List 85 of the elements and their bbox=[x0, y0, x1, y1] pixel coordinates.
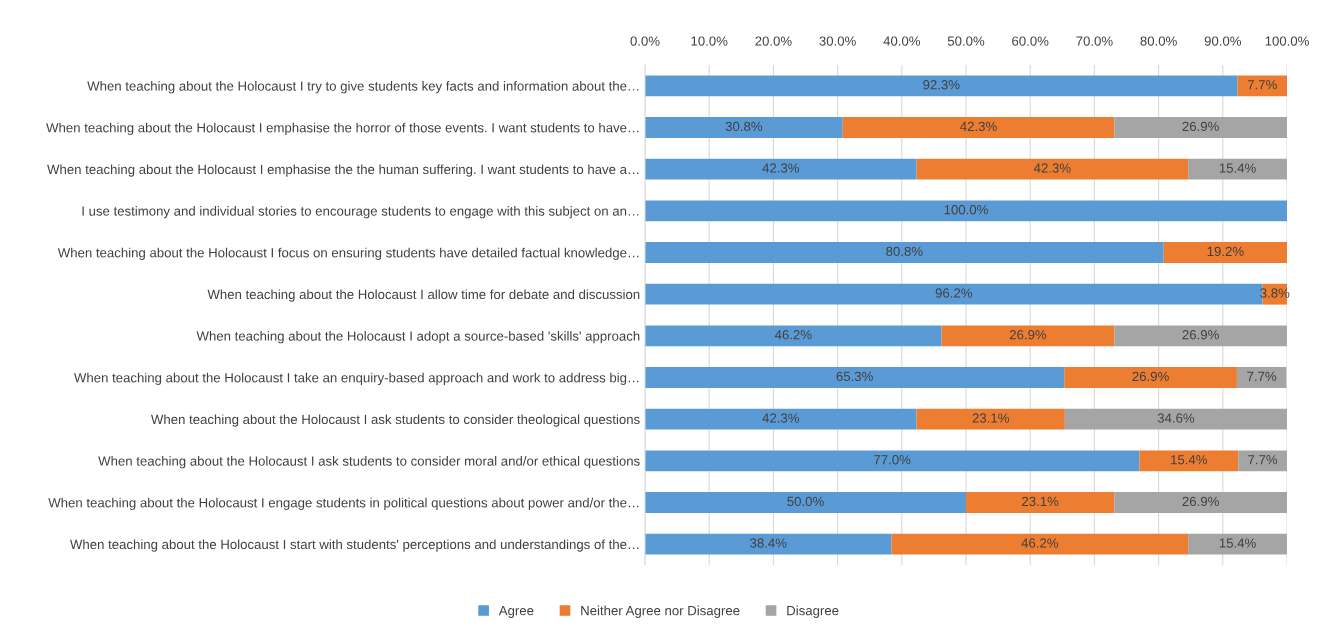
data-label: 15.4% bbox=[1171, 455, 1208, 465]
data-label: 77.0% bbox=[874, 455, 911, 465]
x-tick-label: 0.0% bbox=[630, 36, 660, 46]
data-label: 42.3% bbox=[960, 121, 997, 132]
y-tick-label: When teaching about the Holocaust I allow time for debate and discussion bbox=[207, 289, 640, 302]
data-label: 46.2% bbox=[774, 330, 812, 340]
bar bbox=[916, 408, 1065, 430]
bar bbox=[1114, 492, 1287, 513]
bar bbox=[891, 533, 1189, 555]
bar bbox=[645, 200, 1287, 222]
x-tick-label: 70.0% bbox=[1076, 36, 1113, 46]
bar bbox=[941, 325, 1115, 347]
bar bbox=[842, 117, 1115, 138]
data-label: 38.4% bbox=[750, 538, 787, 548]
bar bbox=[645, 533, 892, 555]
data-label: 23.1% bbox=[1022, 496, 1059, 507]
x-tick-label: 20.0% bbox=[755, 36, 792, 46]
x-tick-label: 100.0% bbox=[1265, 36, 1309, 46]
x-tick-label: 10.0% bbox=[691, 36, 728, 46]
bar bbox=[645, 117, 843, 138]
legend-label: Disagree bbox=[787, 605, 839, 618]
y-tick-label: When teaching about the Holocaust I take an enquiry-based approach and work to address big… bbox=[73, 372, 639, 386]
y-tick-label: When teaching about the Holocaust I adopt a source-based 'skills' approach bbox=[196, 331, 640, 344]
y-tick-label: When teaching about the Holocaust I start with students' perceptions and understandings of the… bbox=[70, 539, 639, 552]
bar bbox=[645, 450, 1140, 472]
bar bbox=[1188, 533, 1287, 555]
data-label: 7.7% bbox=[1247, 371, 1277, 381]
data-label: 23.1% bbox=[972, 413, 1009, 423]
data-label: 15.4% bbox=[1219, 538, 1256, 548]
bar bbox=[645, 408, 917, 430]
data-label: 26.9% bbox=[1132, 371, 1169, 382]
bar bbox=[645, 242, 1164, 263]
data-label: 19.2% bbox=[1207, 246, 1244, 257]
y-tick-label: When teaching about the Holocaust I ask students to consider moral and/or ethical questions bbox=[98, 456, 640, 469]
data-label: 42.3% bbox=[762, 163, 800, 173]
bar bbox=[1238, 450, 1287, 472]
bar bbox=[966, 492, 1115, 513]
data-label: 42.3% bbox=[762, 413, 800, 423]
x-tick-label: 90.0% bbox=[1204, 36, 1242, 46]
bar bbox=[1064, 367, 1237, 388]
y-tick-label: When teaching about the Holocaust I emphasise the horror of those events. I want students to have… bbox=[46, 122, 639, 136]
x-tick-label: 50.0% bbox=[947, 36, 985, 46]
x-tick-label: 30.0% bbox=[819, 36, 856, 46]
data-label: 96.2% bbox=[935, 288, 973, 298]
bar bbox=[1139, 450, 1239, 472]
bar bbox=[1114, 325, 1287, 347]
bar bbox=[1163, 242, 1287, 263]
y-tick-label: When teaching about the Holocaust I emphasise the the human suffering. I want students to have a… bbox=[47, 164, 639, 177]
bar bbox=[1237, 75, 1287, 97]
data-label: 65.3% bbox=[836, 371, 873, 382]
bar bbox=[916, 158, 1189, 180]
x-tick-label: 40.0% bbox=[883, 36, 921, 46]
x-tick-label: 80.0% bbox=[1140, 36, 1177, 46]
y-tick-label: When teaching about the Holocaust I focus on ensuring students have detailed factual knowledge… bbox=[57, 247, 639, 261]
bar bbox=[1188, 158, 1287, 180]
y-tick-label: I use testimony and individual stories to encourage students to engage with this subject on an… bbox=[82, 206, 639, 219]
data-label: 34.6% bbox=[1157, 413, 1195, 423]
data-label: 92.3% bbox=[923, 80, 960, 90]
bar bbox=[1064, 408, 1287, 430]
data-label: 26.9% bbox=[1182, 496, 1219, 507]
bar bbox=[645, 158, 917, 180]
data-label: 26.9% bbox=[1182, 330, 1219, 340]
data-label: 50.0% bbox=[787, 496, 824, 507]
data-label: 7.7% bbox=[1248, 455, 1278, 465]
data-label: 26.9% bbox=[1009, 330, 1047, 340]
y-tick-label: When teaching about the Holocaust I ask students to consider theological questions bbox=[151, 414, 640, 427]
bar bbox=[645, 367, 1065, 388]
legend-label: Agree bbox=[498, 606, 534, 618]
data-label: 7.7% bbox=[1247, 80, 1277, 90]
bar bbox=[1236, 367, 1287, 388]
y-tick-label: When teaching about the Holocaust I try to give students key facts and information about the… bbox=[87, 81, 639, 94]
data-label: 46.2% bbox=[1021, 538, 1059, 548]
data-label: 100.0% bbox=[944, 205, 988, 215]
bar bbox=[645, 492, 966, 513]
data-label: 30.8% bbox=[725, 121, 763, 132]
bar bbox=[645, 325, 942, 347]
data-label: 26.9% bbox=[1182, 121, 1219, 132]
data-label: 15.4% bbox=[1219, 163, 1256, 173]
x-tick-label: 60.0% bbox=[1012, 36, 1049, 46]
data-label: 80.8% bbox=[886, 246, 923, 257]
bar bbox=[1114, 117, 1287, 138]
legend-label: Neither Agree nor Disagree bbox=[581, 605, 740, 618]
y-tick-label: When teaching about the Holocaust I engage students in political questions about power and/or the… bbox=[48, 497, 639, 511]
bar bbox=[645, 75, 1238, 97]
data-label: 42.3% bbox=[1033, 163, 1071, 173]
